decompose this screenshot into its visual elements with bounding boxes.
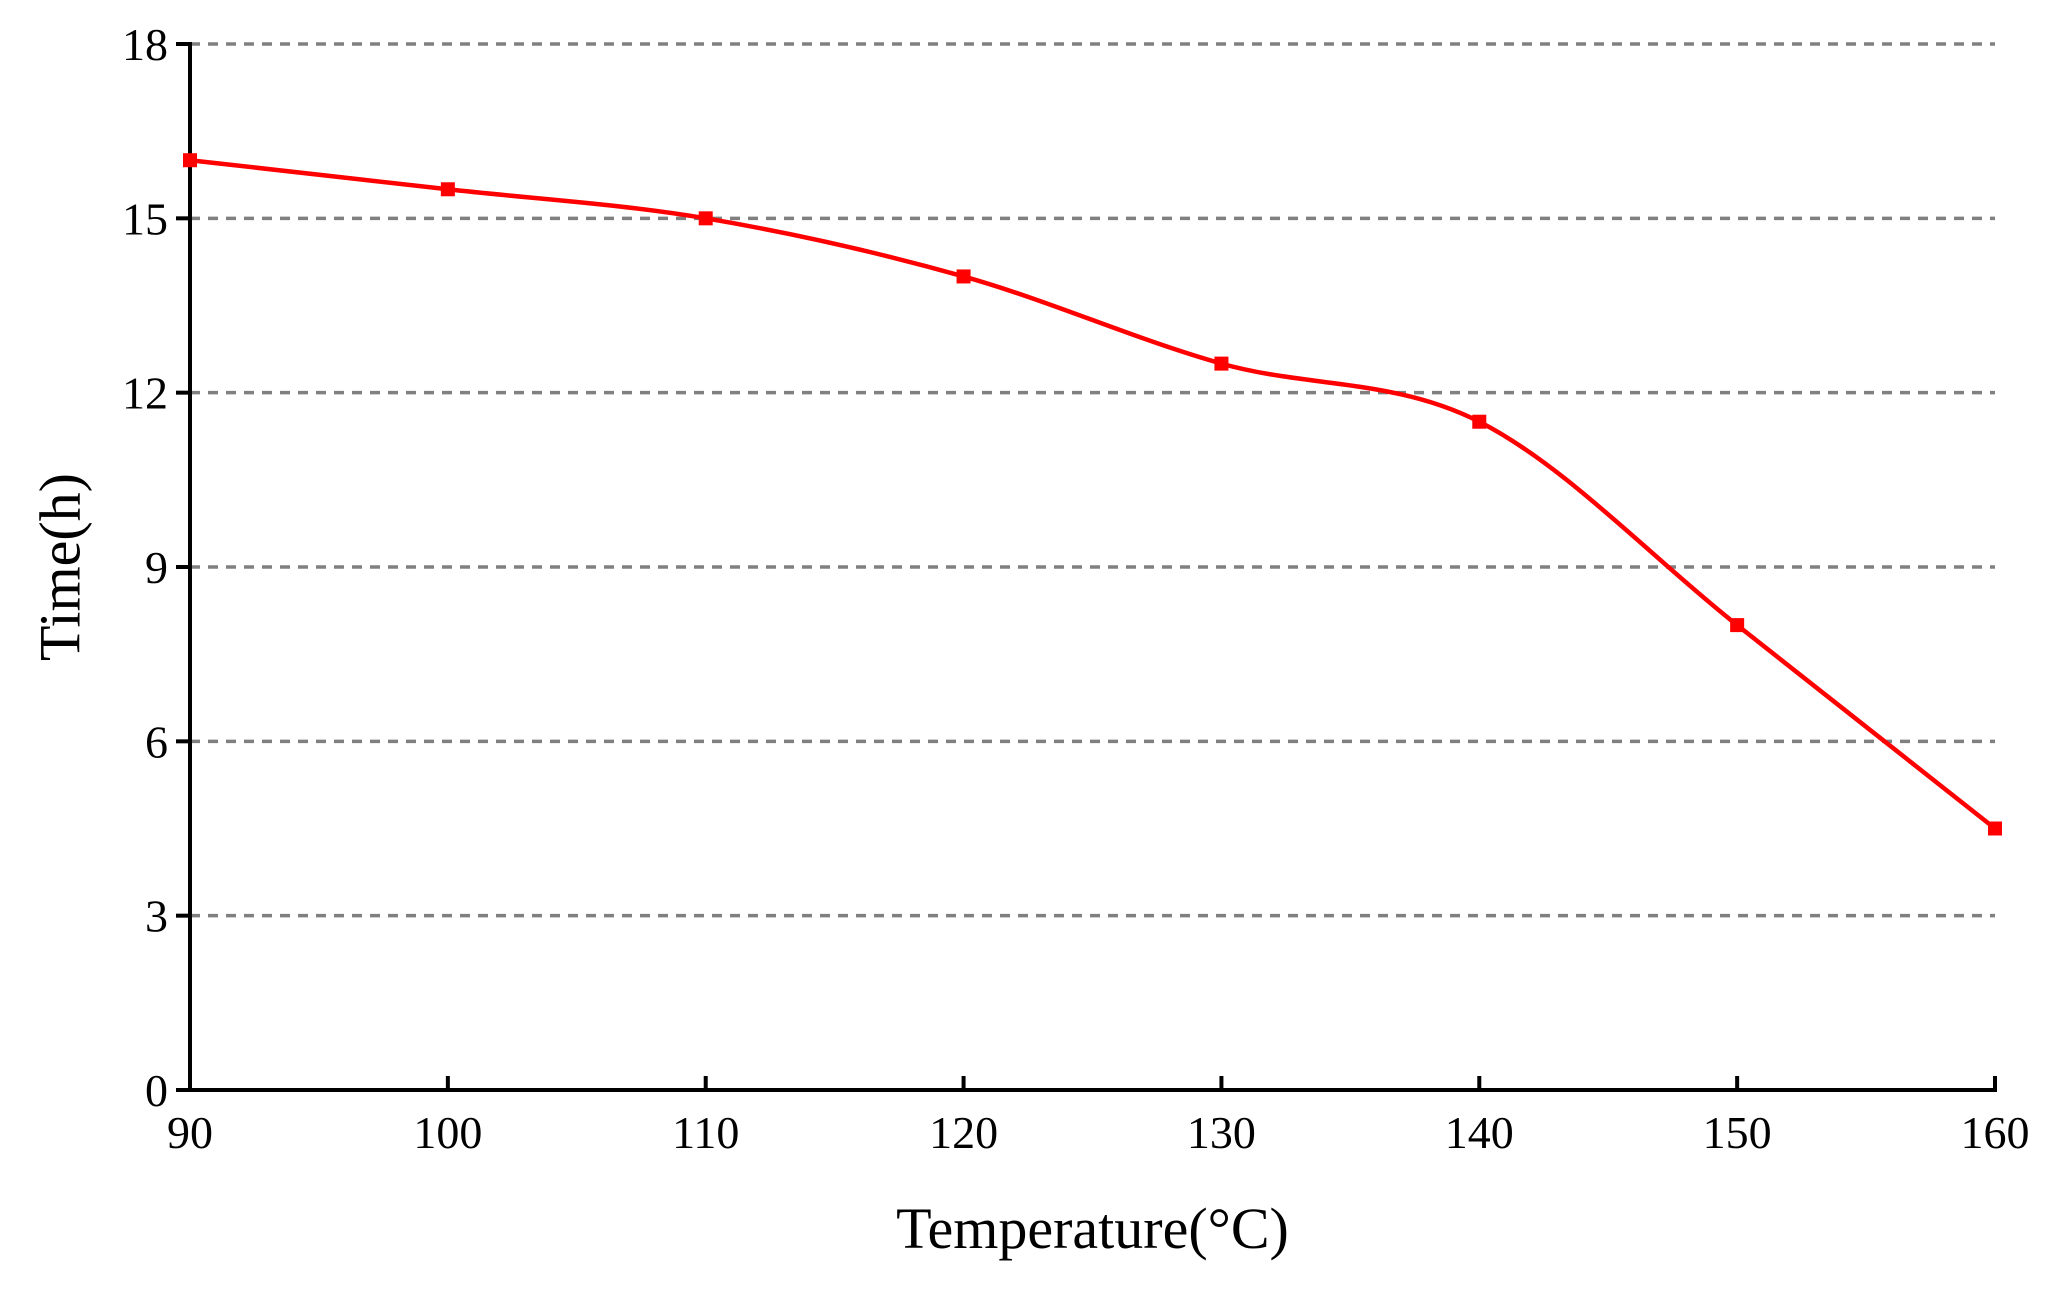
y-tick-label: 9 (145, 542, 168, 593)
y-tick-label: 0 (145, 1065, 168, 1116)
data-point-120 (956, 269, 971, 284)
x-axis-title: Temperature(°C) (896, 1196, 1289, 1261)
y-tick-label: 18 (122, 19, 168, 70)
data-point-90 (183, 153, 197, 168)
y-tick-label: 6 (145, 716, 168, 767)
x-tick-label: 130 (1187, 1107, 1256, 1158)
series-line-0 (187, 157, 1998, 831)
x-tick-label: 90 (167, 1107, 213, 1158)
y-tick-label: 12 (122, 368, 168, 419)
x-tick-label: 150 (1703, 1107, 1772, 1158)
series (183, 153, 2002, 836)
x-tick-label: 140 (1445, 1107, 1514, 1158)
data-point-160 (1988, 821, 2002, 836)
data-point-110 (698, 211, 713, 226)
data-point-150 (1730, 618, 1745, 633)
x-tick-label: 160 (1961, 1107, 2030, 1158)
x-tick-label: 110 (672, 1107, 739, 1158)
data-point-140 (1472, 414, 1487, 429)
x-tick-label: 120 (929, 1107, 998, 1158)
y-tick-label: 15 (122, 193, 168, 244)
y-tick-label: 3 (145, 891, 168, 942)
data-point-130 (1214, 356, 1229, 371)
y-axis-title: Time(h) (28, 473, 93, 661)
gridlines (190, 42, 1995, 918)
x-ticks: 90 100 110 120 130 140 150 160 (167, 1076, 2030, 1158)
y-ticks: 0 3 6 9 12 15 18 (122, 19, 190, 1116)
data-point-100 (440, 182, 455, 197)
x-tick-label: 100 (413, 1107, 482, 1158)
